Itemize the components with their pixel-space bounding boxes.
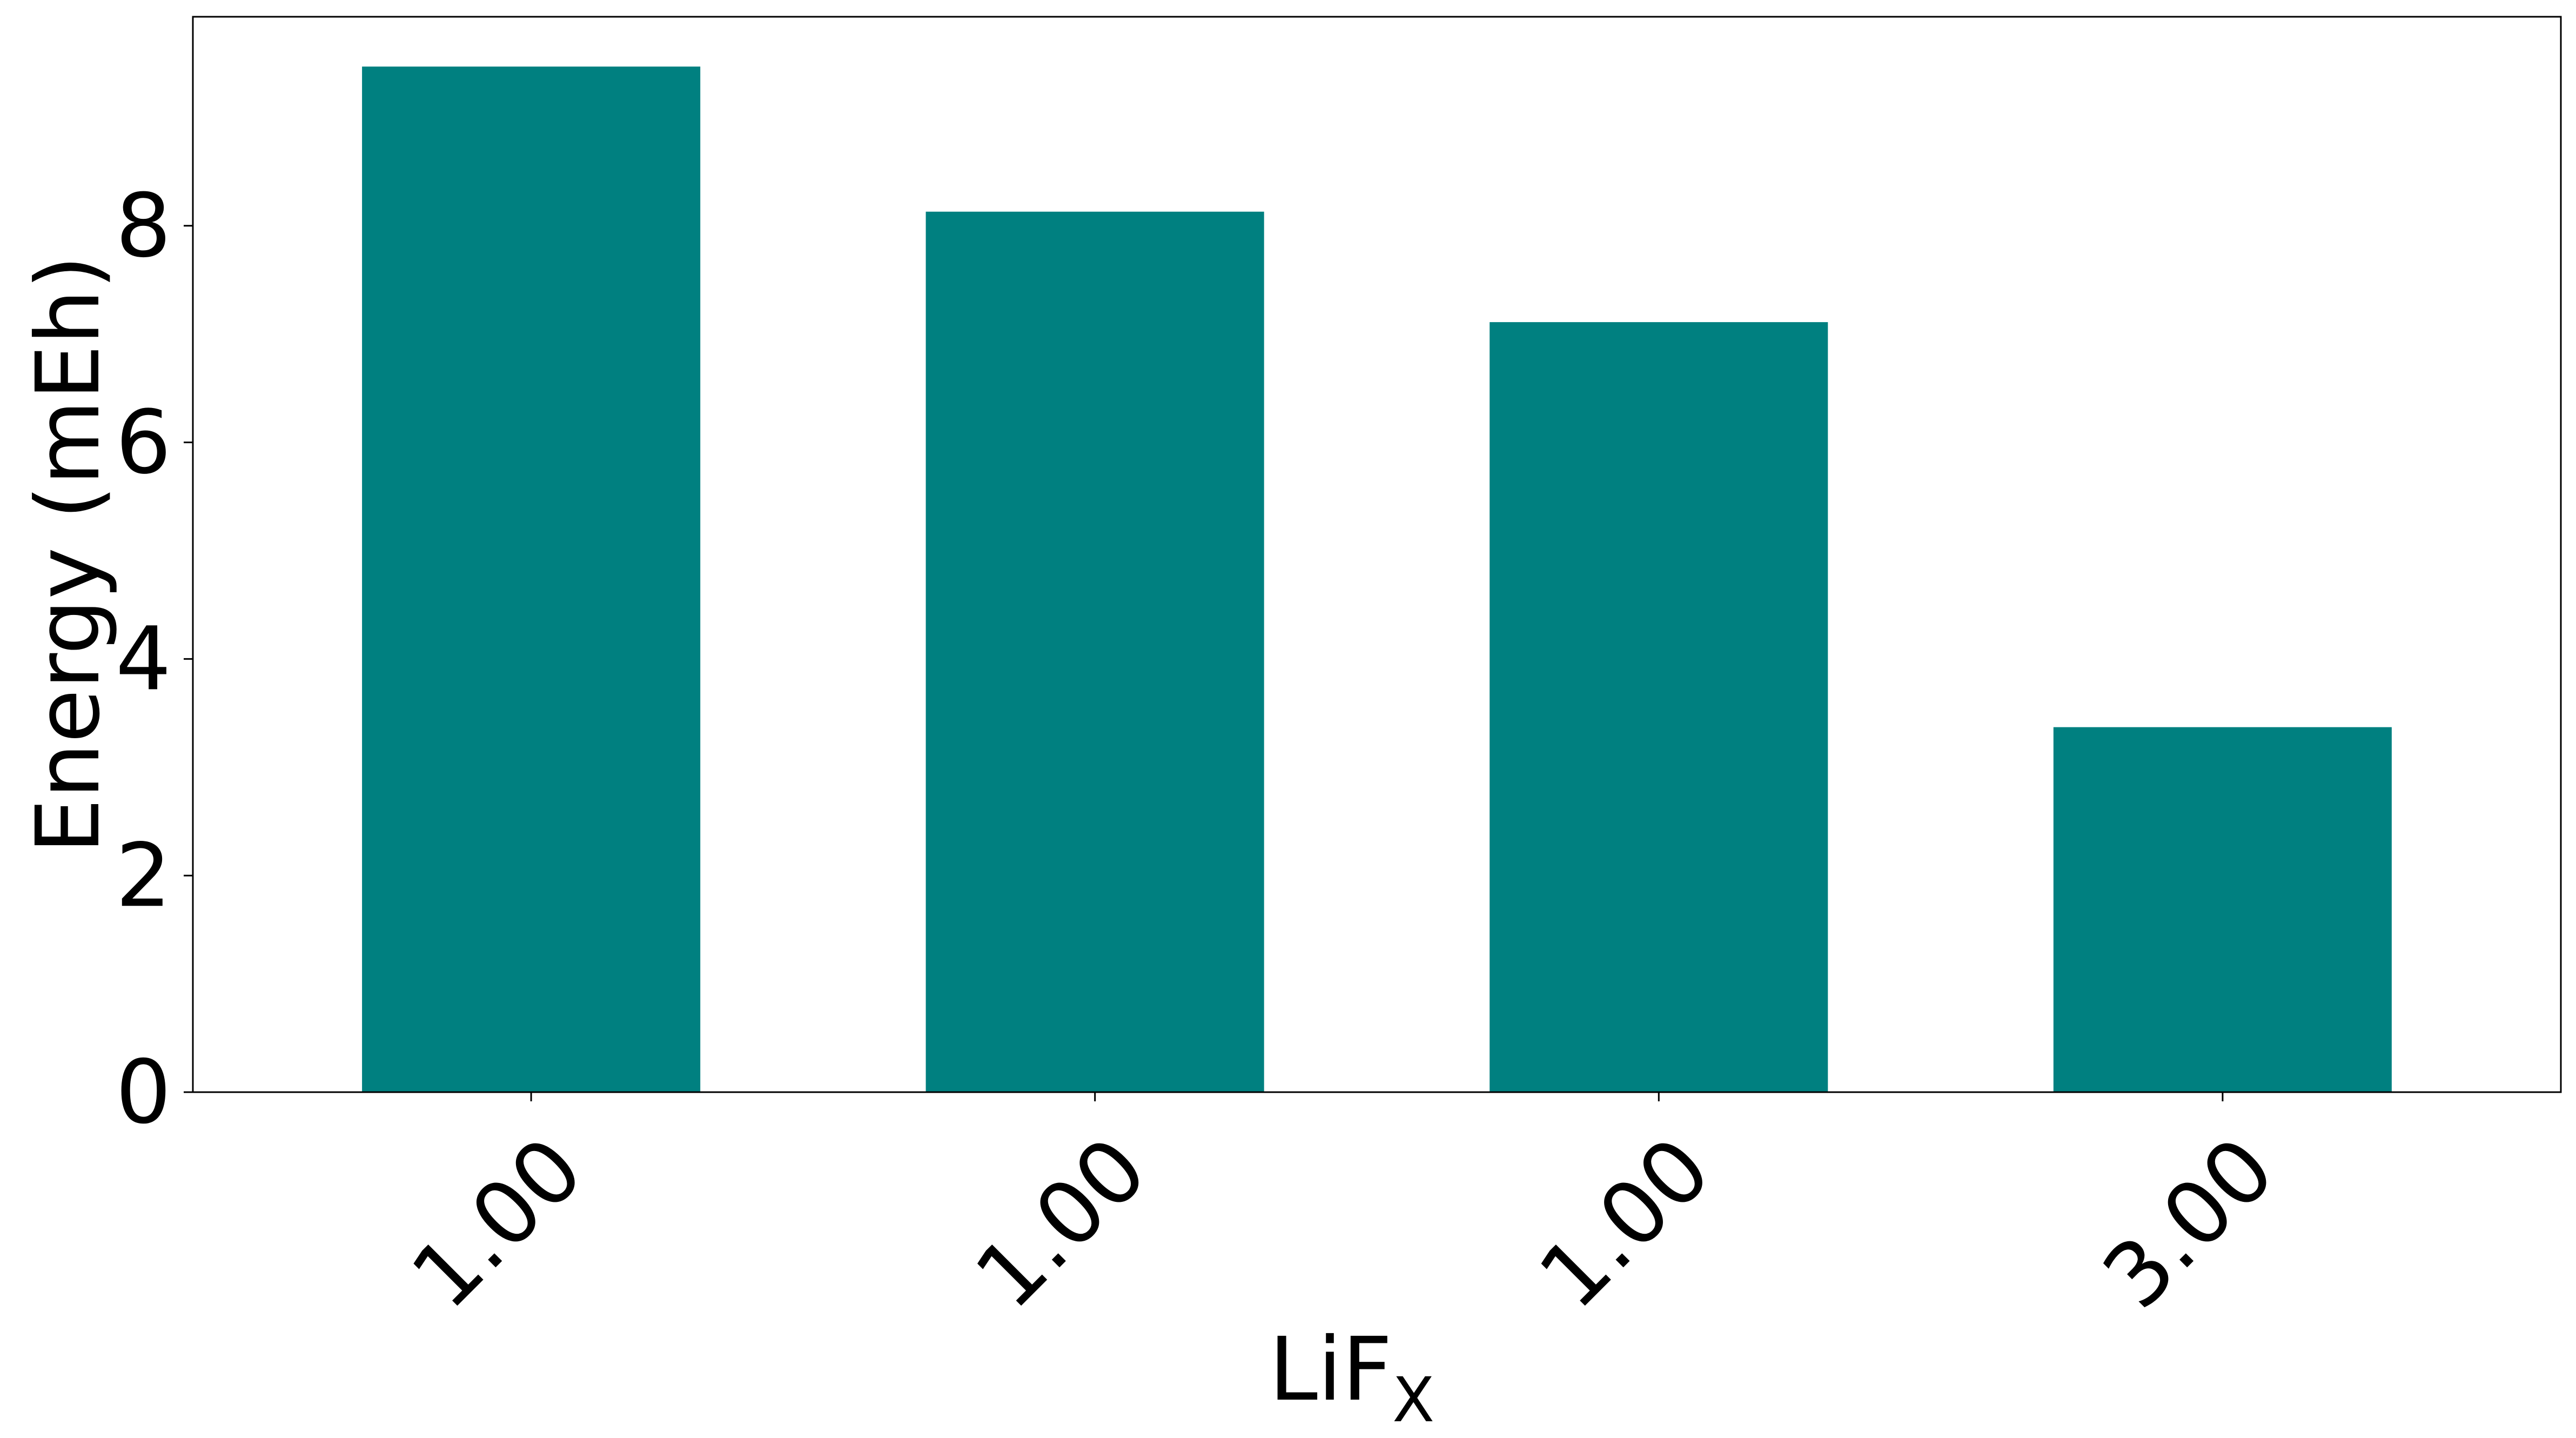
y-tick-label-0: 0 <box>116 1042 171 1143</box>
bar-2 <box>925 211 1264 1093</box>
bars-group <box>362 66 2392 1093</box>
y-axis-label: Energy (mEh) <box>18 255 119 854</box>
x-axis-label: LiFX <box>1269 1319 1435 1436</box>
y-axis-ticks: 0 2 4 6 8 <box>116 176 193 1143</box>
x-axis-label-subscript: X <box>1392 1364 1434 1436</box>
bar-3 <box>1490 322 1828 1092</box>
y-tick-label-4: 4 <box>116 608 171 710</box>
x-axis-label-main: LiF <box>1269 1319 1392 1421</box>
bar-1 <box>362 66 701 1093</box>
y-tick-label-8: 8 <box>116 176 171 277</box>
y-tick-label-2: 2 <box>116 825 171 927</box>
plot-frame <box>192 16 2562 1093</box>
bar-4 <box>2053 727 2392 1092</box>
y-tick-label-6: 6 <box>116 392 171 494</box>
